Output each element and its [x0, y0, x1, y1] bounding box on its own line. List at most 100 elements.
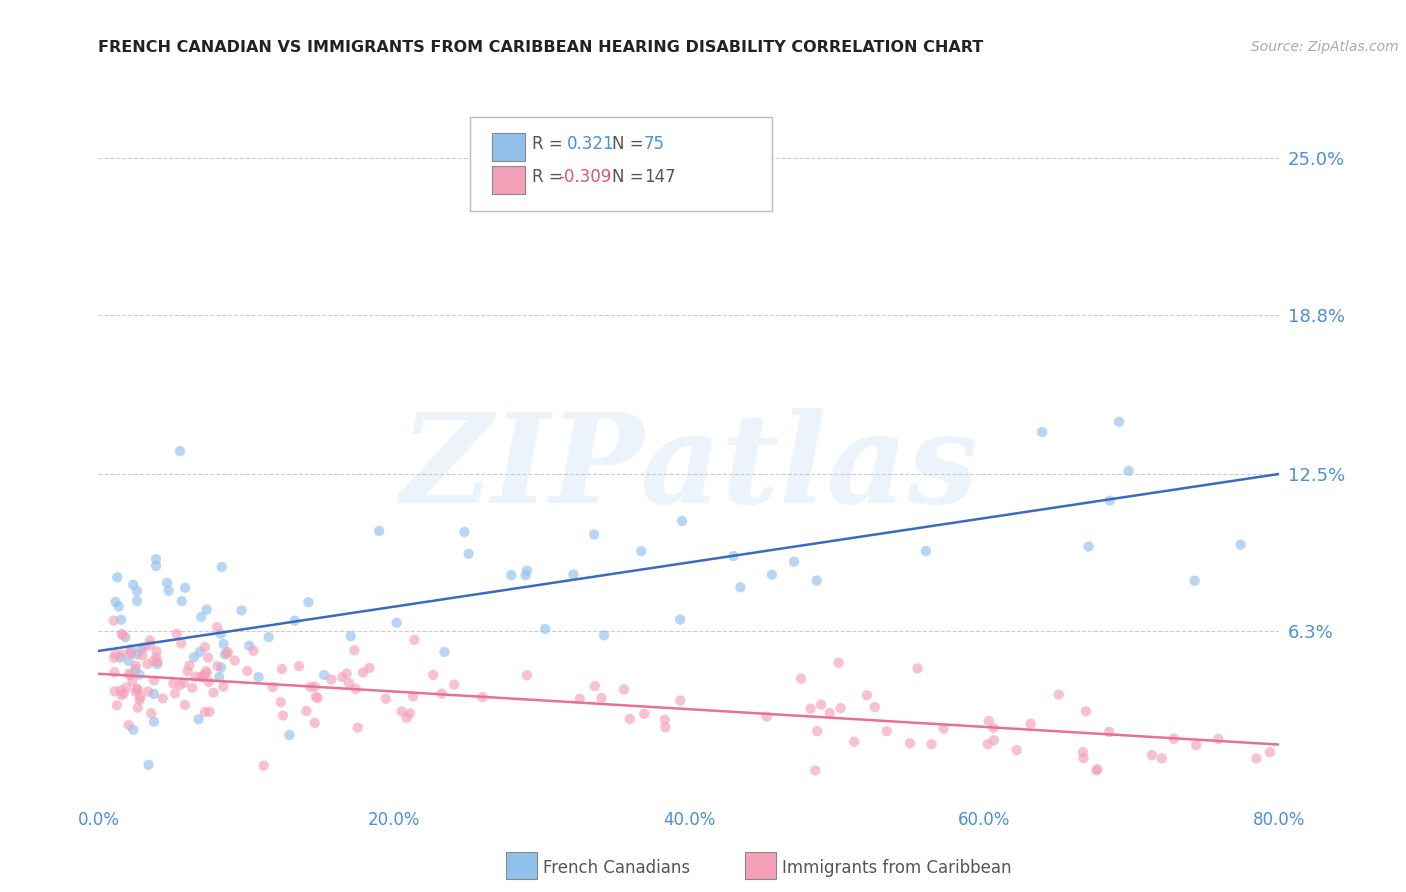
Point	[165, 686, 187, 700]
Point	[105, 570, 128, 584]
Point	[810, 698, 832, 712]
Point	[630, 544, 652, 558]
Point	[1098, 725, 1121, 739]
Point	[516, 564, 538, 578]
Point	[142, 654, 165, 668]
Point	[115, 681, 138, 695]
Point	[127, 594, 149, 608]
Point	[562, 567, 585, 582]
Point	[166, 627, 188, 641]
Point	[1229, 538, 1251, 552]
Point	[983, 733, 1005, 747]
Point	[457, 547, 479, 561]
Text: 75: 75	[644, 135, 665, 153]
Point	[761, 567, 783, 582]
Point	[197, 650, 219, 665]
Point	[125, 584, 148, 599]
Point	[111, 648, 134, 662]
Point	[170, 636, 193, 650]
Point	[208, 670, 231, 684]
Point	[1140, 748, 1163, 763]
Point	[121, 647, 143, 661]
Point	[654, 713, 676, 727]
Point	[141, 706, 163, 721]
Text: Source: ZipAtlas.com: Source: ZipAtlas.com	[1251, 40, 1399, 54]
Point	[399, 706, 422, 721]
Point	[127, 683, 149, 698]
Point	[330, 670, 353, 684]
Point	[131, 648, 153, 663]
Point	[915, 544, 938, 558]
Point	[195, 666, 218, 681]
Point	[422, 668, 444, 682]
Point	[120, 645, 142, 659]
Point	[190, 610, 212, 624]
Point	[214, 648, 236, 662]
Text: Immigrants from Caribbean: Immigrants from Caribbean	[782, 859, 1011, 877]
Point	[314, 668, 336, 682]
Point	[305, 690, 328, 704]
Text: French Canadians: French Canadians	[543, 859, 690, 877]
Point	[209, 627, 232, 641]
Point	[142, 687, 165, 701]
Point	[568, 691, 591, 706]
Point	[156, 575, 179, 590]
Point	[169, 678, 191, 692]
Point	[352, 665, 374, 680]
Text: FRENCH CANADIAN VS IMMIGRANTS FROM CARIBBEAN HEARING DISABILITY CORRELATION CHAR: FRENCH CANADIAN VS IMMIGRANTS FROM CARIB…	[98, 40, 984, 55]
Point	[162, 676, 184, 690]
Point	[977, 714, 1000, 728]
Point	[132, 640, 155, 655]
Point	[187, 712, 209, 726]
Point	[118, 718, 141, 732]
Point	[433, 645, 456, 659]
Point	[1246, 751, 1268, 765]
Text: N =: N =	[612, 135, 650, 153]
Point	[1073, 751, 1095, 765]
Point	[145, 552, 167, 566]
Point	[977, 737, 1000, 751]
Point	[336, 666, 359, 681]
Point	[1047, 688, 1070, 702]
Point	[212, 680, 235, 694]
Point	[110, 650, 132, 665]
Point	[359, 661, 381, 675]
Point	[654, 720, 676, 734]
Point	[136, 657, 159, 671]
Point	[876, 724, 898, 739]
Point	[195, 602, 218, 616]
Text: ZIPatlas: ZIPatlas	[399, 408, 979, 530]
Point	[1150, 751, 1173, 765]
Point	[103, 665, 125, 680]
Point	[262, 680, 284, 694]
Point	[111, 628, 134, 642]
Point	[194, 705, 217, 719]
Point	[128, 667, 150, 681]
Point	[117, 654, 139, 668]
Point	[104, 595, 127, 609]
Point	[111, 627, 134, 641]
Point	[139, 633, 162, 648]
Point	[104, 647, 127, 661]
Point	[932, 722, 955, 736]
Point	[129, 690, 152, 705]
Point	[806, 574, 828, 588]
Text: R =: R =	[531, 135, 568, 153]
Point	[173, 675, 195, 690]
Point	[270, 695, 292, 709]
Point	[1005, 743, 1028, 757]
Point	[127, 681, 149, 696]
Point	[190, 670, 212, 684]
Point	[790, 672, 813, 686]
Point	[179, 658, 201, 673]
Point	[633, 706, 655, 721]
Point	[105, 698, 128, 713]
FancyBboxPatch shape	[492, 166, 524, 194]
Point	[122, 723, 145, 737]
Text: 0.321: 0.321	[567, 135, 614, 153]
Point	[1071, 745, 1094, 759]
Point	[730, 580, 752, 594]
Point	[215, 647, 238, 661]
Point	[236, 664, 259, 678]
Point	[1118, 464, 1140, 478]
